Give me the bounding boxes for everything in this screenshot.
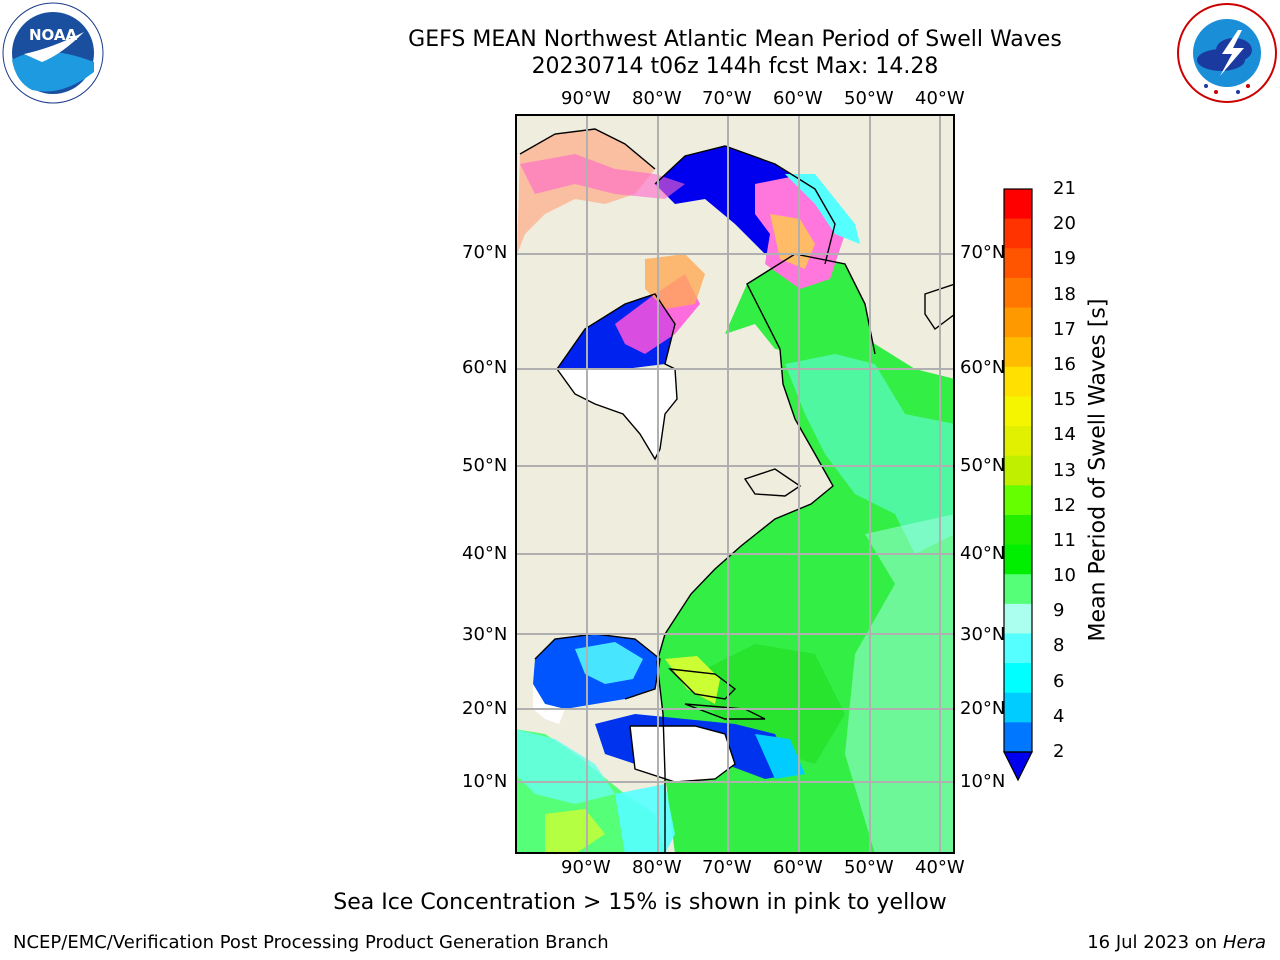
caribbean-cyan bbox=[755, 734, 805, 779]
colorbar-bin bbox=[1004, 248, 1032, 279]
map-plot bbox=[515, 114, 955, 854]
colorbar-bin bbox=[1004, 366, 1032, 397]
colorbar-tick-label: 6 bbox=[1053, 670, 1065, 692]
lat-label-right: 70°N bbox=[960, 242, 1006, 263]
map-frame bbox=[515, 114, 955, 854]
colorbar-tick-label: 2 bbox=[1053, 741, 1065, 762]
colorbar-tick-label: 12 bbox=[1053, 494, 1076, 516]
lat-label-left: 40°N bbox=[462, 543, 508, 564]
lat-label-right: 10°N bbox=[960, 771, 1006, 792]
colorbar-bin bbox=[1004, 337, 1032, 368]
map-subtitle: 20230714 t06z 144h fcst Max: 14.28 bbox=[531, 54, 939, 79]
lon-label-top: 80°W bbox=[632, 88, 682, 109]
colorbar-tick-label: 16 bbox=[1053, 353, 1076, 375]
colorbar-bin bbox=[1004, 455, 1032, 486]
colorbar-bin bbox=[1004, 485, 1032, 516]
lon-label-top: 60°W bbox=[773, 88, 823, 109]
colorbar-bin bbox=[1004, 722, 1032, 753]
colorbar-bin bbox=[1004, 544, 1032, 575]
colorbar-label: Mean Period of Swell Waves [s] bbox=[1085, 298, 1111, 642]
colorbar-bin bbox=[1004, 633, 1032, 664]
colorbar bbox=[1003, 188, 1033, 782]
footer-date: 16 Jul 2023 on Hera bbox=[1087, 932, 1266, 953]
lon-label-bottom: 70°W bbox=[702, 857, 752, 878]
lat-label-right: 40°N bbox=[960, 543, 1006, 564]
lat-label-right: 60°N bbox=[960, 357, 1006, 378]
colorbar-tick-label: 9 bbox=[1053, 600, 1065, 622]
colorbar-tick-label: 13 bbox=[1053, 459, 1076, 481]
eastern-pacific-yellow bbox=[545, 809, 605, 854]
lon-label-bottom: 40°W bbox=[915, 857, 965, 878]
colorbar-bin bbox=[1004, 514, 1032, 546]
gulf-cyan-center bbox=[575, 642, 643, 684]
colorbar-tick-label: 8 bbox=[1053, 635, 1065, 657]
colorbar-tick-label: 21 bbox=[1053, 178, 1076, 199]
map-title: GEFS MEAN Northwest Atlantic Mean Period… bbox=[408, 27, 1062, 52]
lon-label-bottom: 60°W bbox=[773, 857, 823, 878]
lon-label-top: 70°W bbox=[702, 88, 752, 109]
colorbar-tick-label: 11 bbox=[1053, 529, 1076, 551]
eastern-pacific-cyan bbox=[515, 729, 615, 804]
colorbar-under-triangle bbox=[1003, 751, 1033, 782]
colorbar-tick-label: 18 bbox=[1053, 283, 1076, 305]
colorbar-bin bbox=[1004, 603, 1032, 634]
colorbar-tick-label: 15 bbox=[1053, 389, 1076, 411]
ocean-green-dark bbox=[695, 644, 845, 764]
nws-logo bbox=[1177, 3, 1277, 103]
lon-label-bottom: 50°W bbox=[844, 857, 894, 878]
lat-label-right: 50°N bbox=[960, 455, 1006, 476]
noaa-logo: NOAA bbox=[2, 2, 104, 104]
lon-label-bottom: 90°W bbox=[561, 857, 611, 878]
colorbar-tick-label: 14 bbox=[1053, 424, 1076, 446]
southern-ocean-cyan bbox=[615, 784, 675, 854]
lat-label-left: 10°N bbox=[462, 771, 508, 792]
caribbean-missing bbox=[630, 726, 735, 782]
colorbar-bin bbox=[1004, 189, 1032, 220]
colorbar-bin bbox=[1004, 218, 1032, 249]
colorbar-bin bbox=[1004, 396, 1032, 427]
colorbar-bin bbox=[1004, 277, 1032, 309]
lat-label-left: 30°N bbox=[462, 624, 508, 645]
lat-label-left: 50°N bbox=[462, 455, 508, 476]
davis-strait-cyan bbox=[785, 174, 860, 244]
lon-label-bottom: 80°W bbox=[632, 857, 682, 878]
lon-label-top: 40°W bbox=[915, 88, 965, 109]
lon-label-top: 50°W bbox=[844, 88, 894, 109]
colorbar-bin bbox=[1004, 692, 1032, 723]
colorbar-tick-label: 4 bbox=[1053, 705, 1065, 727]
arctic-ice-pink-streak bbox=[520, 154, 685, 199]
gulf-coast-missing bbox=[533, 684, 565, 724]
colorbar-bin bbox=[1004, 574, 1032, 605]
footer-date-text: 16 Jul 2023 on bbox=[1087, 932, 1223, 953]
colorbar-bin bbox=[1004, 426, 1032, 457]
ocean-cyan-central bbox=[845, 514, 955, 854]
colorbar-tick-label: 19 bbox=[1053, 248, 1076, 270]
footer-host: Hera bbox=[1222, 932, 1266, 953]
foxe-basin-ice bbox=[645, 254, 705, 309]
lat-label-right: 30°N bbox=[960, 624, 1006, 645]
lat-label-right: 20°N bbox=[960, 698, 1006, 719]
lat-label-left: 70°N bbox=[462, 242, 508, 263]
sea-ice-caption: Sea Ice Concentration > 15% is shown in … bbox=[333, 890, 947, 915]
lat-label-left: 60°N bbox=[462, 357, 508, 378]
lon-label-top: 90°W bbox=[561, 88, 611, 109]
coastlines bbox=[519, 128, 955, 854]
colorbar-tick-label: 17 bbox=[1053, 318, 1076, 340]
colorbar-bin bbox=[1004, 663, 1032, 694]
colorbar-tick-label: 10 bbox=[1053, 565, 1076, 587]
colorbar-bin bbox=[1004, 307, 1032, 338]
colorbar-frame bbox=[1003, 188, 1033, 753]
colorbar-tick-label: 20 bbox=[1053, 213, 1076, 235]
map-gridlines bbox=[515, 114, 955, 854]
footer-credit: NCEP/EMC/Verification Post Processing Pr… bbox=[13, 932, 609, 953]
ocean-yellow-patch bbox=[665, 656, 720, 704]
noaa-wordmark: NOAA bbox=[29, 26, 78, 44]
lat-label-left: 20°N bbox=[462, 698, 508, 719]
